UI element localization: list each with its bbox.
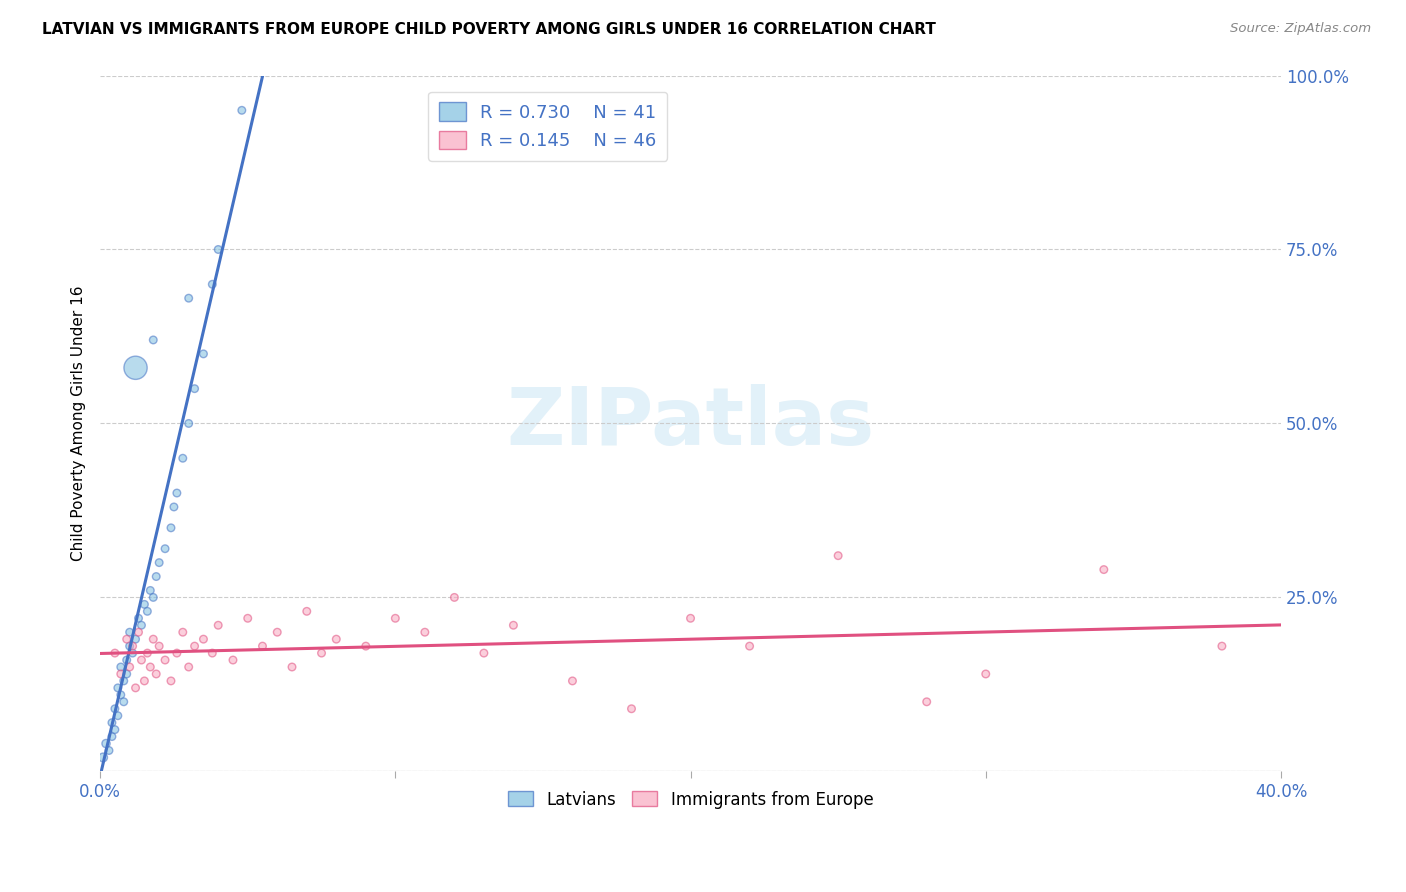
Point <box>118 625 141 640</box>
Point <box>128 625 150 640</box>
Point <box>118 639 141 653</box>
Point <box>472 646 495 660</box>
Point <box>134 598 156 612</box>
Point <box>153 541 176 556</box>
Point <box>136 646 159 660</box>
Point <box>124 681 146 695</box>
Point <box>142 333 165 347</box>
Text: ZIPatlas: ZIPatlas <box>506 384 875 462</box>
Point <box>160 673 183 688</box>
Point <box>163 500 186 514</box>
Point <box>172 451 194 466</box>
Point <box>145 569 167 583</box>
Point <box>207 243 229 257</box>
Point <box>325 632 347 647</box>
Point <box>121 639 143 653</box>
Point <box>1211 639 1233 653</box>
Point <box>502 618 524 632</box>
Point <box>201 277 224 292</box>
Legend: Latvians, Immigrants from Europe: Latvians, Immigrants from Europe <box>501 784 880 815</box>
Point <box>112 695 135 709</box>
Point <box>145 667 167 681</box>
Point <box>94 737 117 751</box>
Point <box>222 653 245 667</box>
Point <box>183 639 205 653</box>
Point <box>620 702 643 716</box>
Point <box>115 667 138 681</box>
Point <box>153 653 176 667</box>
Point <box>110 660 132 674</box>
Point <box>172 625 194 640</box>
Point <box>136 604 159 618</box>
Point <box>384 611 406 625</box>
Point <box>142 632 165 647</box>
Point <box>101 730 124 744</box>
Point <box>104 723 127 737</box>
Point <box>128 611 150 625</box>
Point <box>148 556 170 570</box>
Point <box>139 660 162 674</box>
Point <box>166 486 188 500</box>
Point <box>915 695 938 709</box>
Point <box>738 639 761 653</box>
Point <box>295 604 318 618</box>
Point <box>115 632 138 647</box>
Point <box>252 639 274 653</box>
Point <box>193 347 215 361</box>
Point <box>231 103 253 118</box>
Point <box>1092 563 1115 577</box>
Point <box>124 360 146 375</box>
Point <box>266 625 288 640</box>
Point <box>104 702 127 716</box>
Point <box>91 750 114 764</box>
Point <box>974 667 997 681</box>
Point <box>311 646 333 660</box>
Point <box>134 673 156 688</box>
Point <box>104 646 127 660</box>
Point <box>177 291 200 305</box>
Point <box>354 639 377 653</box>
Point <box>121 646 143 660</box>
Point <box>148 639 170 653</box>
Point <box>166 646 188 660</box>
Point <box>183 382 205 396</box>
Point <box>413 625 436 640</box>
Point <box>679 611 702 625</box>
Point <box>561 673 583 688</box>
Point <box>118 660 141 674</box>
Point <box>443 591 465 605</box>
Point <box>107 681 129 695</box>
Point <box>131 653 153 667</box>
Point <box>177 660 200 674</box>
Text: LATVIAN VS IMMIGRANTS FROM EUROPE CHILD POVERTY AMONG GIRLS UNDER 16 CORRELATION: LATVIAN VS IMMIGRANTS FROM EUROPE CHILD … <box>42 22 936 37</box>
Point <box>207 618 229 632</box>
Point <box>142 591 165 605</box>
Point <box>107 708 129 723</box>
Point <box>201 646 224 660</box>
Point <box>827 549 849 563</box>
Point <box>236 611 259 625</box>
Point <box>131 618 153 632</box>
Point <box>115 653 138 667</box>
Point <box>281 660 304 674</box>
Point <box>193 632 215 647</box>
Point <box>110 667 132 681</box>
Point <box>101 715 124 730</box>
Text: Source: ZipAtlas.com: Source: ZipAtlas.com <box>1230 22 1371 36</box>
Point <box>98 743 121 757</box>
Point <box>124 632 146 647</box>
Point <box>177 417 200 431</box>
Point <box>112 673 135 688</box>
Y-axis label: Child Poverty Among Girls Under 16: Child Poverty Among Girls Under 16 <box>72 285 86 561</box>
Point <box>160 521 183 535</box>
Point <box>139 583 162 598</box>
Point <box>110 688 132 702</box>
